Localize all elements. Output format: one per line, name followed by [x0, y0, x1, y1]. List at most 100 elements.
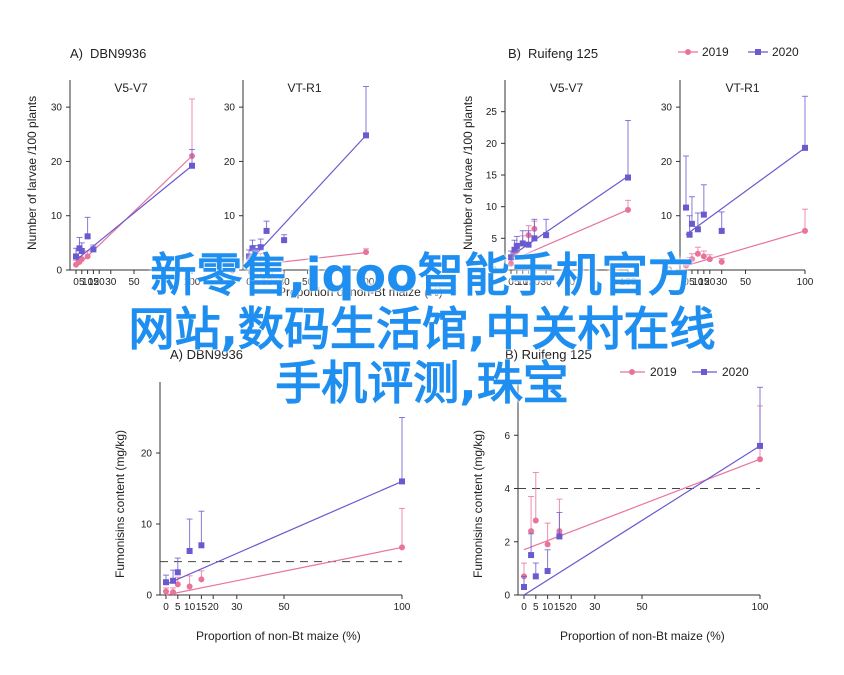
- y-tick-label: 2: [504, 537, 510, 548]
- data-point-2019: [78, 256, 85, 263]
- x-tick-label: 5: [79, 277, 85, 288]
- data-point-2020: [802, 144, 808, 151]
- x-tick-label: 10: [184, 602, 196, 613]
- data-point-2019: [399, 544, 405, 551]
- x-tick-label: 20: [566, 602, 578, 613]
- top-y-axis-label: Number of larvae /100 plants: [25, 96, 39, 250]
- y-tick-label: 20: [661, 157, 673, 168]
- data-point-2020: [757, 442, 763, 449]
- data-point-2020: [543, 232, 550, 239]
- x-tick-label: 0: [73, 277, 79, 288]
- panel-b-bottom-label: B) Ruifeng 125: [505, 347, 592, 362]
- x-tick-label: 20: [529, 277, 541, 288]
- data-point-2020: [189, 162, 195, 169]
- y-tick-label: 20: [51, 157, 63, 168]
- data-point-2020: [508, 254, 514, 261]
- y-tick-label: 4: [504, 484, 510, 495]
- chart-title: VT-R1: [725, 81, 759, 95]
- y-tick-label: 20: [224, 157, 236, 168]
- y-tick-label: 0: [666, 266, 672, 277]
- series-2019: [508, 199, 631, 267]
- legend-top-marker-2019: [685, 49, 691, 55]
- y-tick-label: 10: [51, 211, 63, 222]
- fit-line-2019: [685, 230, 806, 267]
- x-tick-label: 30: [279, 277, 291, 288]
- chart-title: VT-R1: [287, 81, 321, 95]
- data-point-2020: [525, 241, 532, 248]
- series-2020: [521, 386, 763, 596]
- data-point-2019: [528, 528, 535, 535]
- data-point-2019: [198, 576, 205, 583]
- data-point-2019: [718, 258, 725, 265]
- data-point-2019: [532, 517, 539, 524]
- data-point-2019: [683, 262, 689, 269]
- x-tick-label: 10: [692, 277, 704, 288]
- y-tick-label: 30: [224, 103, 236, 114]
- series-2020: [246, 86, 369, 263]
- legend-top-label-2020: 2020: [772, 45, 799, 59]
- x-tick-label: 15: [698, 277, 710, 288]
- data-point-2020: [90, 246, 97, 253]
- x-tick-label: 10: [82, 277, 94, 288]
- series-2019: [246, 248, 369, 268]
- x-tick-label: 20: [208, 602, 220, 613]
- data-point-2020: [718, 227, 725, 234]
- legend-bottom-label-2019: 2019: [650, 365, 677, 379]
- data-point-2019: [174, 581, 181, 588]
- y-tick-label: 10: [141, 520, 153, 531]
- x-tick-label: 50: [564, 277, 576, 288]
- x-tick-label: 50: [302, 277, 314, 288]
- x-tick-label: 0: [246, 277, 252, 288]
- panel-a-bottom-label: A) DBN9936: [170, 347, 243, 362]
- x-tick-label: 100: [358, 277, 375, 288]
- panel-b-label: B): [508, 46, 521, 61]
- x-tick-label: 50: [278, 602, 290, 613]
- x-tick-label: 15: [196, 602, 208, 613]
- panel-a-label: A): [70, 46, 83, 61]
- y-tick-label: 0: [504, 591, 510, 602]
- data-point-2020: [174, 569, 181, 576]
- data-point-2020: [531, 235, 538, 242]
- x-tick-label: 15: [554, 602, 566, 613]
- series-2020: [508, 120, 631, 261]
- x-tick-label: 50: [636, 602, 648, 613]
- data-point-2020: [281, 237, 288, 244]
- data-point-2019: [257, 256, 264, 263]
- data-point-2020: [246, 253, 252, 260]
- x-tick-label: 15: [261, 277, 273, 288]
- legend-bottom-label-2020: 2020: [722, 365, 749, 379]
- data-point-2020: [170, 577, 177, 584]
- y-tick-label: 15: [486, 171, 498, 182]
- legend-bottom-marker-2020: [701, 369, 707, 375]
- legend-top: 2019 2020: [678, 45, 799, 59]
- data-point-2020: [263, 227, 270, 234]
- data-point-2020: [511, 246, 518, 253]
- series-2020: [163, 417, 405, 586]
- data-point-2019: [508, 260, 514, 267]
- x-tick-label: 30: [716, 277, 728, 288]
- bottom-x-axis-label-b: Proportion of non-Bt maize (%): [560, 629, 725, 643]
- data-point-2019: [84, 253, 91, 260]
- data-point-2020: [186, 547, 193, 554]
- data-point-2019: [700, 253, 707, 260]
- data-point-2019: [757, 456, 763, 463]
- x-tick-label: 0: [163, 602, 169, 613]
- bottom-x-axis-label: Proportion of non-Bt maize (%): [196, 629, 361, 643]
- y-tick-label: 6: [504, 431, 510, 442]
- x-tick-label: 10: [255, 277, 267, 288]
- data-point-2020: [556, 533, 563, 540]
- chart-title: V5-V7: [550, 81, 584, 95]
- x-tick-label: 100: [620, 277, 637, 288]
- legend-top-label-2019: 2019: [702, 45, 729, 59]
- y-tick-label: 30: [661, 103, 673, 114]
- data-point-2019: [688, 256, 695, 263]
- x-tick-label: 100: [797, 277, 814, 288]
- y-tick-label: 0: [146, 591, 152, 602]
- x-tick-label: 30: [589, 602, 601, 613]
- x-tick-label: 10: [542, 602, 554, 613]
- fit-line-2020: [165, 480, 403, 585]
- data-point-2019: [163, 588, 169, 595]
- y-tick-label: 0: [229, 266, 235, 277]
